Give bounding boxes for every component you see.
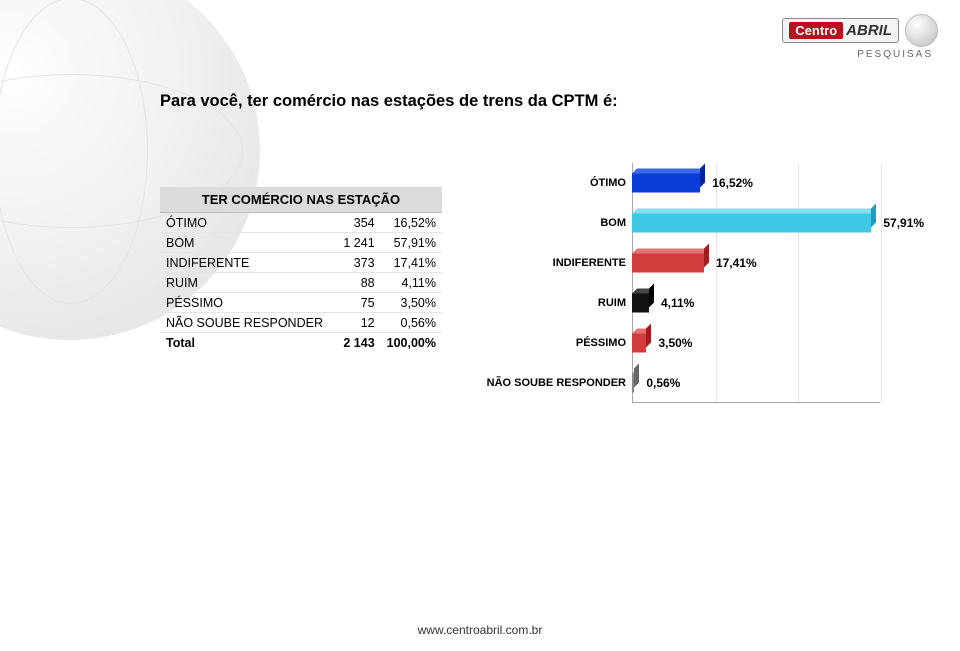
- row-label: NÃO SOUBE RESPONDER: [160, 313, 333, 333]
- row-label: PÉSSIMO: [160, 293, 333, 313]
- row-label: BOM: [160, 233, 333, 253]
- page-title: Para você, ter comércio nas estações de …: [160, 92, 960, 111]
- row-pct: 3,50%: [381, 293, 442, 313]
- bar-value-label: 3,50%: [658, 336, 692, 350]
- row-label: INDIFERENTE: [160, 253, 333, 273]
- row-count: 373: [333, 253, 381, 273]
- bar-value-label: 57,91%: [883, 216, 924, 230]
- bar-category-label: NÃO SOUBE RESPONDER: [480, 377, 626, 389]
- bar: [632, 334, 646, 353]
- row-count: 75: [333, 293, 381, 313]
- logo-abril: ABRIL: [846, 22, 892, 39]
- bar-row: PÉSSIMO 3,50%: [480, 323, 900, 363]
- table-row: NÃO SOUBE RESPONDER120,56%: [160, 313, 442, 333]
- bar: [632, 214, 871, 233]
- row-count: 1 241: [333, 233, 381, 253]
- row-pct: 4,11%: [381, 273, 442, 293]
- bar-category-label: ÓTIMO: [480, 177, 626, 189]
- table-total-row: Total2 143100,00%: [160, 333, 442, 353]
- row-count: 88: [333, 273, 381, 293]
- bar-category-label: BOM: [480, 217, 626, 229]
- table-row: INDIFERENTE37317,41%: [160, 253, 442, 273]
- bar-row: BOM57,91%: [480, 203, 900, 243]
- bar: [632, 254, 704, 273]
- bar-row: INDIFERENTE 17,41%: [480, 243, 900, 283]
- bar-chart: ÓTIMO 16,52% BOM57,91% INDIFERENTE 17,41% RUI…: [480, 163, 900, 415]
- row-pct: 0,56%: [381, 313, 442, 333]
- row-count: 354: [333, 213, 381, 233]
- bar-row: NÃO SOUBE RESPONDER 0,56%: [480, 363, 900, 403]
- bar-row: RUIM 4,11%: [480, 283, 900, 323]
- row-pct: 17,41%: [381, 253, 442, 273]
- bar: [632, 174, 700, 193]
- total-pct: 100,00%: [381, 333, 442, 353]
- table-row: RUIM884,11%: [160, 273, 442, 293]
- bar-value-label: 0,56%: [646, 376, 680, 390]
- bar-category-label: PÉSSIMO: [480, 337, 626, 349]
- total-count: 2 143: [333, 333, 381, 353]
- bar: [632, 294, 649, 313]
- total-label: Total: [160, 333, 333, 353]
- brand-logo: Centro ABRIL PESQUISAS: [782, 14, 938, 60]
- table-row: BOM1 24157,91%: [160, 233, 442, 253]
- footer-url: www.centroabril.com.br: [0, 623, 960, 637]
- bar-value-label: 16,52%: [712, 176, 753, 190]
- bar-value-label: 4,11%: [661, 296, 694, 310]
- row-label: ÓTIMO: [160, 213, 333, 233]
- bar-category-label: INDIFERENTE: [480, 257, 626, 269]
- table-row: ÓTIMO35416,52%: [160, 213, 442, 233]
- globe-icon: [905, 14, 938, 47]
- logo-subtitle: PESQUISAS: [857, 49, 933, 60]
- table-header: TER COMÉRCIO NAS ESTAÇÃO: [160, 187, 442, 213]
- row-count: 12: [333, 313, 381, 333]
- data-table: TER COMÉRCIO NAS ESTAÇÃO ÓTIMO35416,52%B…: [160, 187, 442, 352]
- bar: [632, 374, 634, 393]
- table-row: PÉSSIMO753,50%: [160, 293, 442, 313]
- row-pct: 16,52%: [381, 213, 442, 233]
- row-pct: 57,91%: [381, 233, 442, 253]
- bar-category-label: RUIM: [480, 297, 626, 309]
- row-label: RUIM: [160, 273, 333, 293]
- bar-value-label: 17,41%: [716, 256, 757, 270]
- bar-row: ÓTIMO 16,52%: [480, 163, 900, 203]
- logo-centro: Centro: [789, 22, 843, 39]
